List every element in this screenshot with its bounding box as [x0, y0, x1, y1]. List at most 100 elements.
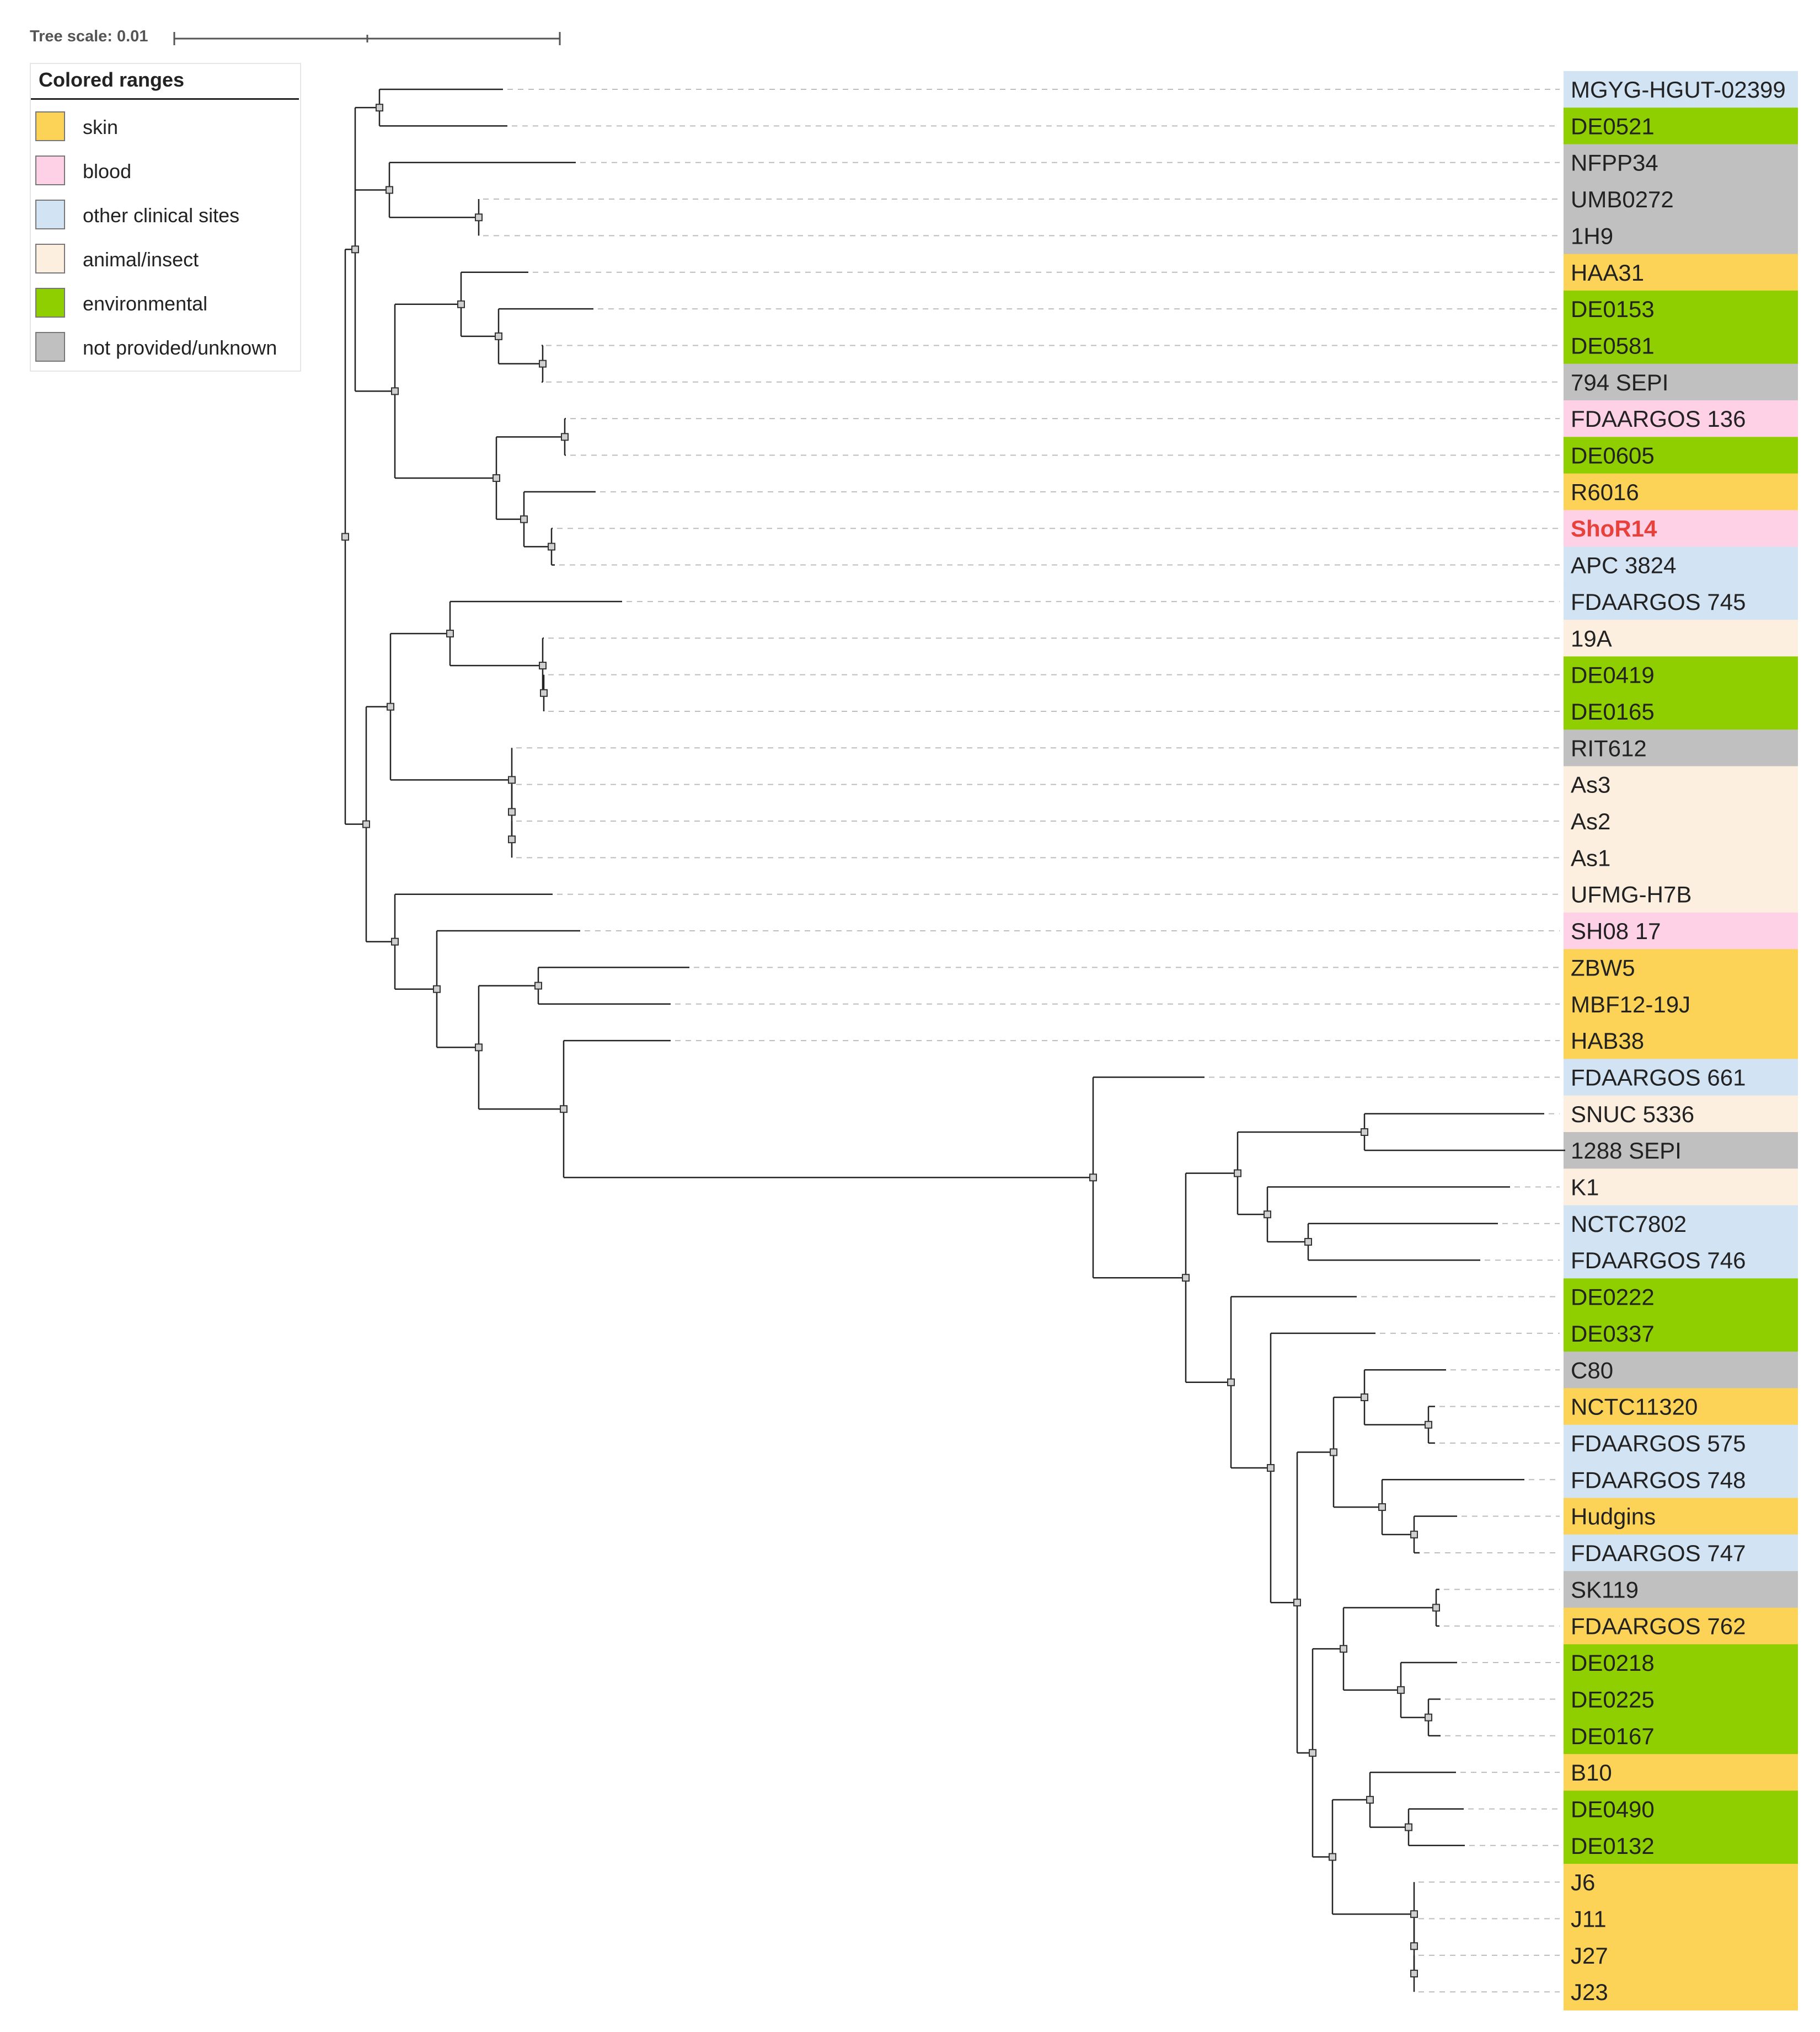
colored-range-env — [1564, 290, 1798, 328]
colored-range-env — [1564, 656, 1798, 694]
colored-range-skin — [1564, 1937, 1798, 1974]
leaf-label: DE0218 — [1571, 1650, 1655, 1676]
colored-range-unknown — [1564, 180, 1798, 218]
leaf-label: C80 — [1571, 1357, 1613, 1383]
leaf-label: FDAARGOS 746 — [1571, 1247, 1746, 1273]
legend-swatch — [35, 332, 65, 362]
tree-node — [508, 835, 516, 844]
tree-scale-label: Tree scale: 0.01 — [30, 28, 148, 45]
tree-node — [1329, 1853, 1336, 1861]
tree-node — [560, 1105, 568, 1113]
colored-range-env — [1564, 1681, 1798, 1718]
colored-range-unknown — [1564, 363, 1798, 401]
colored-range-env — [1564, 1644, 1798, 1681]
leaf-label: SNUC 5336 — [1571, 1101, 1694, 1127]
leaf-label: J23 — [1571, 1979, 1608, 2005]
legend-divider — [31, 98, 299, 100]
legend-swatch — [35, 200, 65, 229]
colored-range-skin — [1564, 1863, 1798, 1901]
colored-range-skin — [1564, 1607, 1798, 1645]
leaf-label: DE0490 — [1571, 1796, 1655, 1822]
tree-node — [1361, 1393, 1368, 1402]
tree-node — [341, 533, 349, 541]
colored-range-animal — [1564, 1095, 1798, 1133]
leaf-label: DE0165 — [1571, 699, 1655, 725]
legend-label: environmental — [83, 292, 208, 315]
legend-swatch — [35, 244, 65, 274]
tree-node — [475, 213, 483, 222]
colored-range-other — [1564, 1424, 1798, 1462]
colored-range-unknown — [1564, 144, 1798, 181]
tree-node — [508, 776, 516, 784]
tree-node — [1234, 1169, 1241, 1177]
tree-node — [1340, 1645, 1347, 1653]
leaf-label: 19A — [1571, 625, 1612, 651]
colored-range-skin — [1564, 473, 1798, 511]
leaf-label: NCTC11320 — [1571, 1394, 1698, 1420]
colored-range-skin — [1564, 1022, 1798, 1059]
colored-range-animal — [1564, 1168, 1798, 1206]
leaf-label: MBF12-19J — [1571, 991, 1690, 1017]
tree-node — [362, 820, 370, 828]
leaf-label: DE0225 — [1571, 1686, 1655, 1712]
legend-item-animal: animal/insect — [35, 240, 300, 274]
colored-range-skin — [1564, 1388, 1798, 1425]
colored-range-skin — [1564, 949, 1798, 986]
colored-range-unknown — [1564, 730, 1798, 766]
tree-node — [561, 433, 569, 441]
legend-swatch — [35, 288, 65, 318]
colored-range-env — [1564, 1827, 1798, 1864]
legend-item-unknown: not provided/unknown — [35, 329, 300, 362]
leaf-label: APC 3824 — [1571, 553, 1676, 578]
colored-range-unknown — [1564, 217, 1798, 255]
tree-node — [1425, 1420, 1432, 1429]
colored-range-animal — [1564, 766, 1798, 803]
leaf-label: DE0222 — [1571, 1284, 1655, 1310]
leaf-label: DE0605 — [1571, 443, 1655, 469]
tree-node — [457, 300, 465, 308]
tree-node — [387, 703, 394, 711]
tree-node — [1425, 1713, 1432, 1722]
leaf-label: DE0581 — [1571, 333, 1655, 358]
colored-range-skin — [1564, 1900, 1798, 1938]
leaf-label: DE0132 — [1571, 1833, 1655, 1859]
tree-node — [1366, 1795, 1374, 1804]
tree-node — [1361, 1128, 1368, 1136]
colored-range-other — [1564, 1242, 1798, 1279]
colored-range-animal — [1564, 876, 1798, 913]
leaf-label: DE0419 — [1571, 662, 1655, 688]
tree-node — [539, 662, 547, 670]
colored-range-skin — [1564, 1974, 1798, 2010]
colored-range-animal — [1564, 802, 1798, 840]
tree-node — [1378, 1503, 1386, 1511]
tree-node — [386, 186, 393, 194]
leaf-label: DE0337 — [1571, 1321, 1655, 1347]
tree-node — [1089, 1173, 1097, 1182]
leaf-label: FDAARGOS 747 — [1571, 1540, 1746, 1566]
colored-range-skin — [1564, 1498, 1798, 1535]
leaf-label: HAA31 — [1571, 260, 1644, 286]
leaf-label: As1 — [1571, 845, 1610, 871]
tree-node — [351, 245, 359, 254]
leaf-label: FDAARGOS 575 — [1571, 1430, 1746, 1456]
tree-node — [1410, 1970, 1418, 1978]
tree-node — [1330, 1448, 1337, 1456]
legend-item-env: environmental — [35, 285, 300, 318]
colored-range-env — [1564, 1717, 1798, 1755]
leaf-label: SK119 — [1571, 1577, 1639, 1602]
tree-node — [1267, 1464, 1275, 1472]
leaf-label: 1288 SEPI — [1571, 1138, 1682, 1164]
colored-range-skin — [1564, 254, 1798, 291]
tree-node — [1410, 1942, 1418, 1950]
colored-range-unknown — [1564, 1352, 1798, 1388]
tree-node — [1304, 1238, 1312, 1246]
colored-range-other — [1564, 1059, 1798, 1096]
tree-node — [540, 689, 548, 697]
colored-range-other — [1564, 546, 1798, 584]
leaf-label: DE0153 — [1571, 296, 1655, 322]
legend-item-blood: blood — [35, 152, 300, 185]
leaf-label: MGYG-HGUT-02399 — [1571, 77, 1786, 103]
colored-range-other — [1564, 1205, 1798, 1242]
leaf-label: R6016 — [1571, 479, 1639, 505]
